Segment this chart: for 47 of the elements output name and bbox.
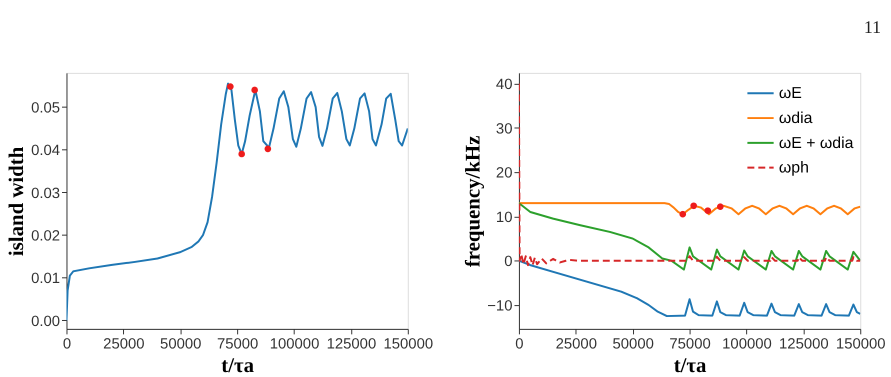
y-tick-label: 10 bbox=[496, 210, 512, 226]
line-series bbox=[518, 82, 860, 266]
legend-label: ωph bbox=[778, 160, 809, 177]
y-tick-label: 0 bbox=[504, 254, 512, 270]
y-tick-label: 0.04 bbox=[31, 143, 60, 160]
point bbox=[226, 83, 234, 90]
x-tick-label: 125000 bbox=[326, 336, 376, 352]
line-series bbox=[518, 260, 860, 318]
point bbox=[251, 86, 258, 94]
point bbox=[704, 207, 712, 214]
point bbox=[716, 203, 724, 210]
y-tick-label: 40 bbox=[496, 77, 512, 94]
y-tick-label: 30 bbox=[496, 121, 512, 138]
point bbox=[238, 150, 246, 158]
text: 11 bbox=[864, 17, 882, 38]
point bbox=[264, 146, 272, 152]
point bbox=[679, 210, 686, 218]
x-axis-title: t/τa bbox=[674, 353, 708, 377]
x-tick-label: 50000 bbox=[160, 336, 202, 352]
x-tick-label: 0 bbox=[62, 336, 72, 352]
line-series bbox=[66, 82, 408, 322]
x-axis-title: t/τa bbox=[221, 353, 255, 377]
y-tick-label: −10 bbox=[487, 298, 512, 314]
legend-label: ωE bbox=[778, 85, 802, 102]
x-tick-label: 25000 bbox=[556, 336, 597, 352]
x-tick-label: 50000 bbox=[612, 336, 654, 352]
x-tick-label: 150000 bbox=[836, 336, 886, 352]
y-axis-title: island width bbox=[4, 146, 28, 256]
x-tick-label: 100000 bbox=[722, 336, 772, 352]
y-tick-label: 0.02 bbox=[31, 228, 60, 245]
x-tick-label: 0 bbox=[515, 336, 524, 352]
line-series bbox=[518, 202, 860, 271]
y-axis-title: frequency/kHz bbox=[460, 136, 484, 268]
x-tick-label: 150000 bbox=[383, 336, 434, 352]
legend-label: ωdia bbox=[778, 110, 813, 128]
y-tick-label: 0.03 bbox=[31, 186, 60, 202]
x-tick-label: 75000 bbox=[669, 336, 711, 352]
y-tick-label: 0.01 bbox=[31, 271, 60, 288]
y-tick-label: 0.05 bbox=[31, 100, 60, 117]
point bbox=[690, 202, 698, 210]
x-tick-label: 100000 bbox=[270, 336, 320, 352]
y-tick-label: 0.00 bbox=[31, 314, 60, 330]
x-tick-label: 25000 bbox=[103, 336, 145, 352]
x-tick-label: 75000 bbox=[216, 336, 258, 352]
x-tick-label: 125000 bbox=[779, 336, 829, 352]
y-tick-label: 20 bbox=[496, 166, 512, 182]
legend-label: ωE + ωdia bbox=[778, 134, 854, 152]
